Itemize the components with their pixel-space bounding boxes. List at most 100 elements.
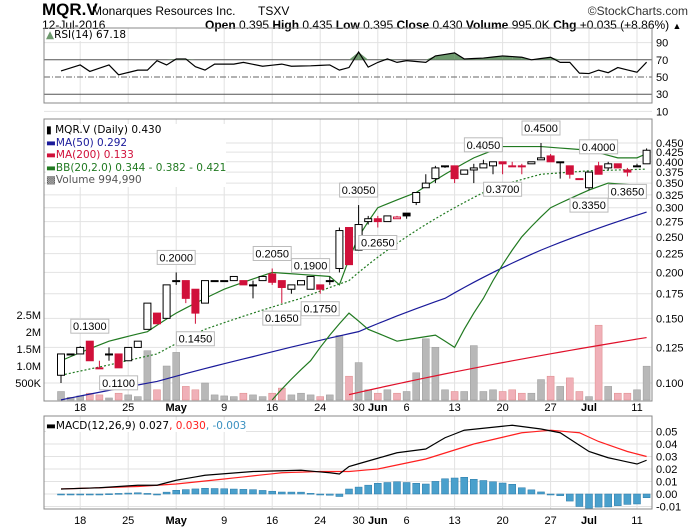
brand-link[interactable]: ©StockCharts.com — [587, 4, 688, 18]
candle-body — [114, 353, 123, 369]
macd-tick-label: 0.00 — [656, 489, 677, 501]
axis-labels: 18 18 25 25 May May 9 9 16 16 24 24 30 30 Jun Jun 6 6 13 13… — [15, 38, 683, 527]
candle-body — [153, 312, 161, 325]
macd-histogram-bar — [566, 493, 574, 502]
annotation-label: 0.3050 — [342, 185, 376, 197]
x-tick-label-top: 25 — [122, 402, 134, 414]
volume-bar — [460, 391, 468, 401]
macd-histogram-bar — [402, 482, 411, 495]
line-swatch-icon: ▬ — [46, 420, 56, 432]
price-tick-label: 0.200 — [656, 267, 684, 279]
price-tick-label: 0.175 — [656, 289, 684, 301]
volume-bar — [201, 382, 209, 401]
macd-signal-legend: , 0.030 — [169, 420, 206, 432]
candle-body — [181, 280, 190, 299]
candle-body — [143, 302, 152, 330]
price-legend-row: ▮ MQR.V (Daily) 0.430 — [46, 124, 226, 137]
volume-bar — [306, 394, 315, 401]
volume-bar — [354, 362, 363, 401]
volume-bar — [556, 386, 564, 401]
macd-histogram-bar — [191, 488, 200, 495]
price-frame — [43, 118, 653, 402]
macd-histogram-bar — [268, 490, 276, 495]
macd-histogram-bar — [287, 491, 296, 495]
annotation-label: 0.1750 — [303, 304, 337, 316]
macd-histogram-bar — [172, 490, 180, 495]
rsi-icon: ▲ — [46, 29, 55, 41]
x-tick-label-bottom: 16 — [266, 515, 278, 527]
candle-body — [383, 215, 392, 223]
annotation-label: 0.1450 — [179, 334, 213, 346]
annotation-box — [569, 197, 609, 213]
candle-body — [441, 165, 449, 168]
macd-tick-label: 0.03 — [656, 452, 677, 464]
macd-histogram-bar — [114, 493, 123, 495]
macd-histogram-bar — [633, 493, 641, 505]
volume-bar — [239, 392, 248, 401]
macd-histogram-bar — [585, 493, 593, 509]
price-legend-text: MQR.V (Daily) 0.430 — [55, 124, 162, 136]
macd-histogram-bar — [220, 488, 228, 495]
ma200-legend-text: MA(200) 0.133 — [55, 149, 134, 161]
volume-bar — [489, 389, 497, 401]
volume-bar — [153, 389, 161, 401]
volume-bar — [623, 392, 632, 401]
macd-tick-label: 0.02 — [656, 464, 677, 476]
annotation-label: 0.1650 — [265, 313, 299, 325]
candle-body — [85, 340, 94, 362]
annotation-box — [339, 182, 379, 198]
price-legend: ▮ MQR.V (Daily) 0.430 ▬MA(50) 0.292 ▬MA(… — [46, 124, 227, 187]
candle-body — [527, 161, 536, 165]
x-tick-label-top: Jul — [581, 402, 597, 414]
volume-bar — [585, 396, 593, 401]
volume-tick-label: 1.0M — [17, 361, 41, 373]
volume-bar — [220, 395, 228, 401]
volume-bar — [479, 391, 488, 401]
candle-body — [421, 182, 430, 189]
volume-bar — [335, 335, 344, 401]
x-tick-label-top: 30 — [352, 402, 364, 414]
volume-bar — [57, 391, 65, 401]
bb-middle-line — [60, 168, 647, 376]
x-tick-label-bottom: 6 — [404, 515, 410, 527]
annotation-box — [463, 137, 503, 153]
volume-bar — [431, 347, 440, 401]
annotation-box — [607, 183, 647, 199]
candle-body — [517, 165, 526, 168]
macd-histogram-bar — [345, 488, 353, 495]
macd-histogram-bar — [556, 493, 564, 496]
candle-body — [239, 280, 248, 286]
volume-bar — [86, 392, 94, 401]
macd-histogram-bar — [95, 493, 104, 496]
volume-bar — [518, 392, 526, 401]
macd-histogram-bar — [431, 481, 440, 495]
macd-histogram-bar — [105, 493, 113, 495]
price-tick-label: 0.275 — [656, 217, 684, 229]
company-name: Monarques Resources Inc. — [92, 4, 236, 18]
volume-bar — [441, 389, 449, 401]
candle-body — [277, 280, 286, 288]
volume-bar — [604, 386, 612, 401]
macd-histogram-bar — [527, 489, 536, 495]
rsi-overbought-fill — [185, 58, 196, 60]
macd-legend-text: MACD(12,26,9) 0.027 — [55, 420, 170, 432]
annotation-label: 0.4500 — [524, 123, 558, 135]
candle-body — [316, 284, 325, 290]
price-tick-label: 0.125 — [656, 342, 684, 354]
volume-bar — [105, 397, 113, 401]
volume-tick-label: 2.5M — [17, 310, 41, 322]
macd-histogram-bar — [412, 483, 420, 495]
volume-bar — [546, 375, 555, 401]
candle-body — [546, 155, 555, 163]
volume-bar — [470, 345, 478, 401]
rsi-overbought-fill — [349, 52, 359, 60]
volume-bar — [383, 389, 392, 401]
macd-histogram-bar — [441, 478, 449, 495]
price-tick-label: 0.350 — [656, 178, 684, 190]
annotation-box — [358, 235, 398, 251]
price-tick-label: 0.375 — [656, 167, 684, 179]
candle-body — [133, 340, 142, 348]
volume-bar — [124, 394, 132, 401]
annotation-box — [175, 331, 215, 347]
